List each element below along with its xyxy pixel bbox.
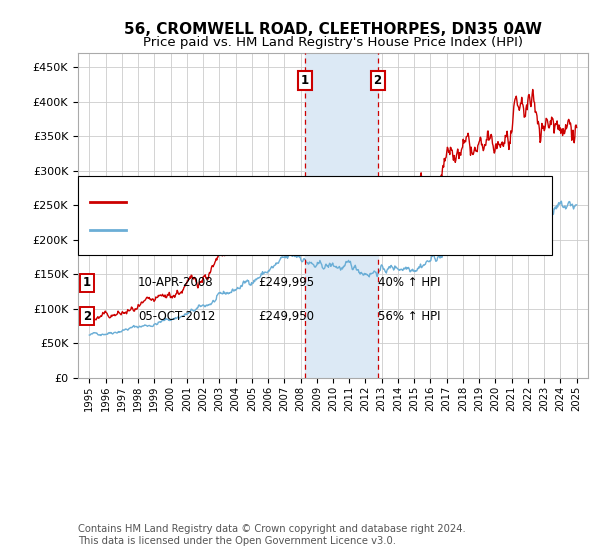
Text: 05-OCT-2012: 05-OCT-2012 xyxy=(138,310,215,323)
Text: 2: 2 xyxy=(83,310,91,323)
Text: £249,995: £249,995 xyxy=(258,276,314,290)
Text: 56, CROMWELL ROAD, CLEETHORPES, DN35 0AW (detached house): 56, CROMWELL ROAD, CLEETHORPES, DN35 0AW… xyxy=(135,195,533,208)
Text: 56, CROMWELL ROAD, CLEETHORPES, DN35 0AW: 56, CROMWELL ROAD, CLEETHORPES, DN35 0AW xyxy=(124,22,542,38)
Text: Contains HM Land Registry data © Crown copyright and database right 2024.
This d: Contains HM Land Registry data © Crown c… xyxy=(78,524,466,546)
Text: £249,950: £249,950 xyxy=(258,310,314,323)
Text: 2: 2 xyxy=(374,74,382,87)
Text: 1: 1 xyxy=(83,276,91,290)
Text: 10-APR-2008: 10-APR-2008 xyxy=(138,276,214,290)
Text: 40% ↑ HPI: 40% ↑ HPI xyxy=(378,276,440,290)
Text: 1: 1 xyxy=(301,74,309,87)
Bar xyxy=(305,53,377,378)
Text: HPI: Average price, detached house, North East Lincolnshire: HPI: Average price, detached house, Nort… xyxy=(135,223,490,236)
Text: Price paid vs. HM Land Registry's House Price Index (HPI): Price paid vs. HM Land Registry's House … xyxy=(143,36,523,49)
Text: 56% ↑ HPI: 56% ↑ HPI xyxy=(378,310,440,323)
